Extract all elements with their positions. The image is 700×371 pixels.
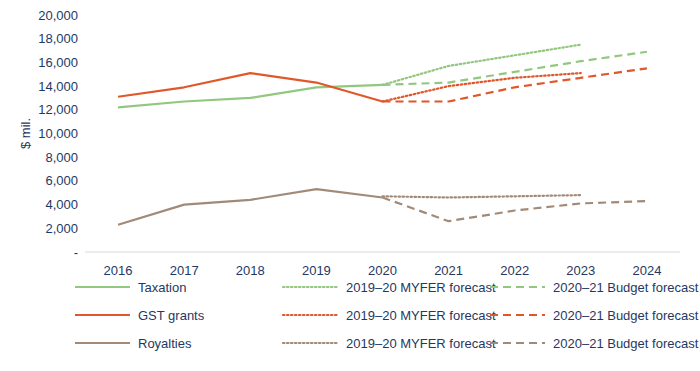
legend-swatch	[490, 342, 545, 344]
legend-swatch	[283, 342, 338, 344]
series-line	[383, 52, 647, 85]
series-line	[383, 45, 581, 85]
y-tick-label: 16,000	[38, 55, 78, 70]
x-tick-label: 2023	[566, 263, 595, 278]
y-tick	[82, 252, 85, 253]
x-tick	[448, 252, 449, 255]
y-tick-label: 14,000	[38, 79, 78, 94]
y-tick-label: 20,000	[38, 8, 78, 23]
series-line	[118, 85, 382, 108]
y-tick-label: 8,000	[45, 150, 78, 165]
y-tick	[82, 86, 85, 87]
y-tick-label: 12,000	[38, 102, 78, 117]
x-tick-label: 2016	[104, 263, 133, 278]
legend-swatch	[75, 342, 130, 344]
x-tick-label: 2021	[434, 263, 463, 278]
series-line	[383, 73, 581, 101]
y-tick-label: 6,000	[45, 173, 78, 188]
legend-swatch	[490, 286, 545, 288]
legend-label: 2020–21 Budget forecast	[553, 336, 699, 351]
legend-label: 2020–21 Budget forecast	[553, 308, 699, 323]
x-tick-label: 2019	[302, 263, 331, 278]
y-axis-label: $ mil.	[18, 118, 33, 149]
y-tick-label: 2,000	[45, 221, 78, 236]
x-tick	[514, 252, 515, 255]
y-tick	[82, 204, 85, 205]
x-tick-label: 2024	[632, 263, 661, 278]
x-tick-label: 2022	[500, 263, 529, 278]
series-line	[118, 73, 382, 101]
series-line	[383, 195, 581, 197]
x-tick-label: 2017	[170, 263, 199, 278]
x-tick	[382, 252, 383, 255]
series-line	[383, 68, 647, 101]
x-tick-label: 2020	[368, 263, 397, 278]
y-tick	[82, 228, 85, 229]
x-tick-label: 2018	[236, 263, 265, 278]
legend-label: 2019–20 MYFER forecast	[346, 280, 496, 295]
x-tick	[646, 252, 647, 255]
y-tick	[82, 133, 85, 134]
y-tick	[82, 180, 85, 181]
y-tick	[82, 157, 85, 158]
x-tick	[580, 252, 581, 255]
y-tick-label: 10,000	[38, 126, 78, 141]
legend-swatch	[283, 286, 338, 288]
x-tick	[250, 252, 251, 255]
y-tick	[82, 62, 85, 63]
x-tick	[316, 252, 317, 255]
legend-label: GST grants	[138, 308, 205, 323]
y-tick	[82, 15, 85, 16]
legend-label: 2019–20 MYFER forecast	[346, 308, 496, 323]
y-tick	[82, 109, 85, 110]
series-line	[383, 197, 647, 221]
legend-label: 2019–20 MYFER forecast	[346, 336, 496, 351]
chart: - 2,000 4,000 6,000 8,000 10,000 12,000 14,000 1…	[0, 0, 700, 371]
legend-swatch	[490, 314, 545, 316]
series-line	[118, 189, 382, 225]
y-tick	[82, 38, 85, 39]
x-tick	[118, 252, 119, 255]
plot-area	[118, 45, 647, 225]
x-tick	[184, 252, 185, 255]
legend-label: 2020–21 Budget forecast	[553, 280, 699, 295]
legend-label: Taxation	[138, 280, 186, 295]
legend-swatch	[283, 314, 338, 316]
legend-swatch	[75, 314, 130, 316]
legend-swatch	[75, 286, 130, 288]
y-tick-label: -	[74, 245, 78, 260]
y-tick-label: 18,000	[38, 31, 78, 46]
legend-label: Royalties	[138, 336, 192, 351]
y-tick-label: 4,000	[45, 197, 78, 212]
